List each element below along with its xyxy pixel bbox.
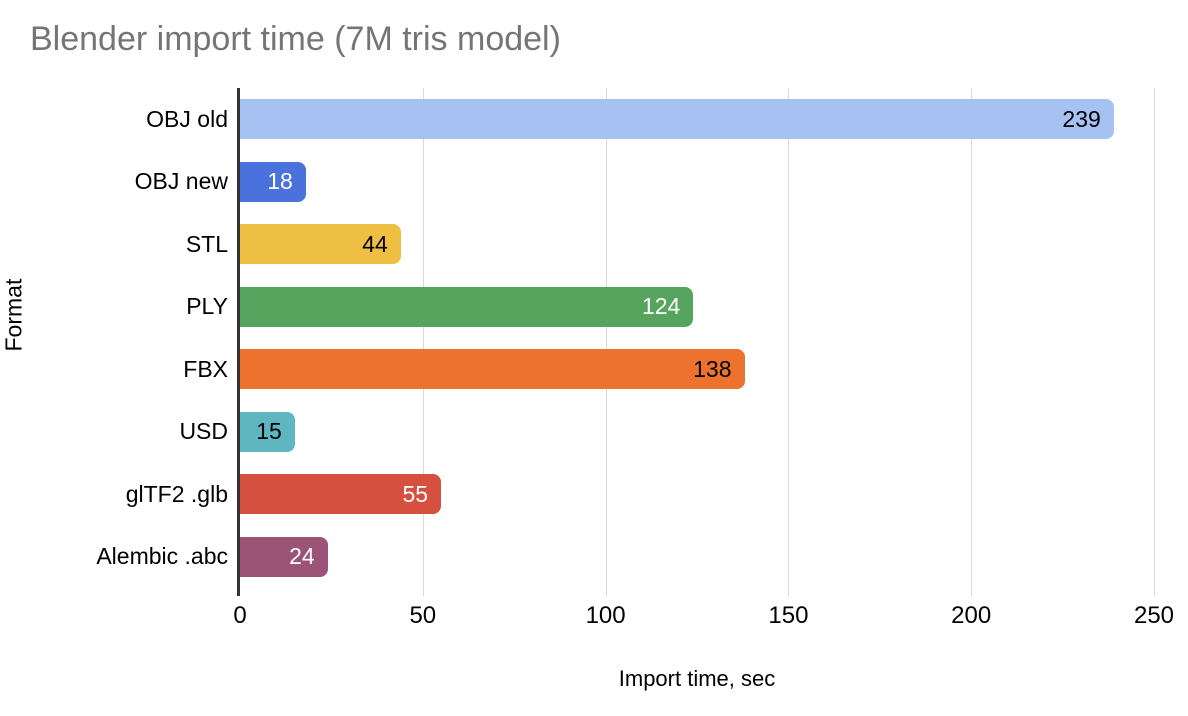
bar-value-label: 124 xyxy=(641,293,681,320)
bar-row: 239 xyxy=(240,88,1154,151)
bar-value-label: 44 xyxy=(362,230,388,257)
bar-fbx: 138 xyxy=(240,349,745,390)
bar-row: 124 xyxy=(240,276,1154,339)
bar-row: 44 xyxy=(240,213,1154,276)
bar-value-label: 24 xyxy=(289,543,315,570)
gridline xyxy=(422,88,424,596)
bar-value-label: 55 xyxy=(402,480,429,507)
bar-row: 24 xyxy=(240,526,1154,589)
x-tick-label: 50 xyxy=(409,602,437,629)
bar-rows: 239 18 44 124 138 15 55 24 xyxy=(240,88,1154,588)
chart-title: Blender import time (7M tris model) xyxy=(30,20,561,58)
bar-row: 55 xyxy=(240,463,1154,526)
bar-row: 18 xyxy=(240,151,1154,214)
category-axis: OBJ old OBJ new STL PLY FBX USD glTF2 .glb Alem… xyxy=(0,88,228,588)
category-label: STL xyxy=(185,230,228,257)
gridline xyxy=(605,88,607,596)
bar-obj-new: 18 xyxy=(240,161,306,202)
y-axis-line xyxy=(237,88,240,596)
bar-value-label: 18 xyxy=(267,168,293,195)
gridline xyxy=(1154,88,1155,596)
bar-obj-old: 239 xyxy=(240,99,1114,140)
x-axis-title: Import time, sec xyxy=(618,666,776,691)
x-axis-ticks: 0 50 100 150 200 250 xyxy=(233,588,1174,638)
x-tick-label: 250 xyxy=(1133,602,1175,629)
bar-row: 138 xyxy=(240,338,1154,401)
bar-gltf2-glb: 55 xyxy=(240,474,442,515)
bar-value-label: 239 xyxy=(1062,105,1101,132)
bar-value-label: 15 xyxy=(256,418,282,445)
x-tick-label: 100 xyxy=(585,602,626,629)
category-label: PLY xyxy=(186,293,228,320)
bar-value-label: 138 xyxy=(693,355,732,382)
bar-ply: 124 xyxy=(240,286,694,327)
bar-stl: 44 xyxy=(240,224,401,265)
gridline xyxy=(788,88,790,596)
x-tick-label: 150 xyxy=(768,602,809,629)
category-label: Alembic .abc xyxy=(96,543,228,570)
bar-usd: 15 xyxy=(240,411,295,452)
category-label: FBX xyxy=(183,355,228,382)
x-tick-label: 0 xyxy=(233,602,247,629)
category-label: OBJ new xyxy=(134,168,228,195)
category-label: OBJ old xyxy=(146,105,228,132)
x-tick-label: 200 xyxy=(951,602,992,629)
bar-alembic-abc: 24 xyxy=(240,536,328,577)
bar-row: 15 xyxy=(240,401,1154,464)
plot-area: 239 18 44 124 138 15 55 24 xyxy=(237,88,1155,596)
category-label: glTF2 .glb xyxy=(125,480,228,507)
gridline xyxy=(971,88,973,596)
category-label: USD xyxy=(179,418,228,445)
